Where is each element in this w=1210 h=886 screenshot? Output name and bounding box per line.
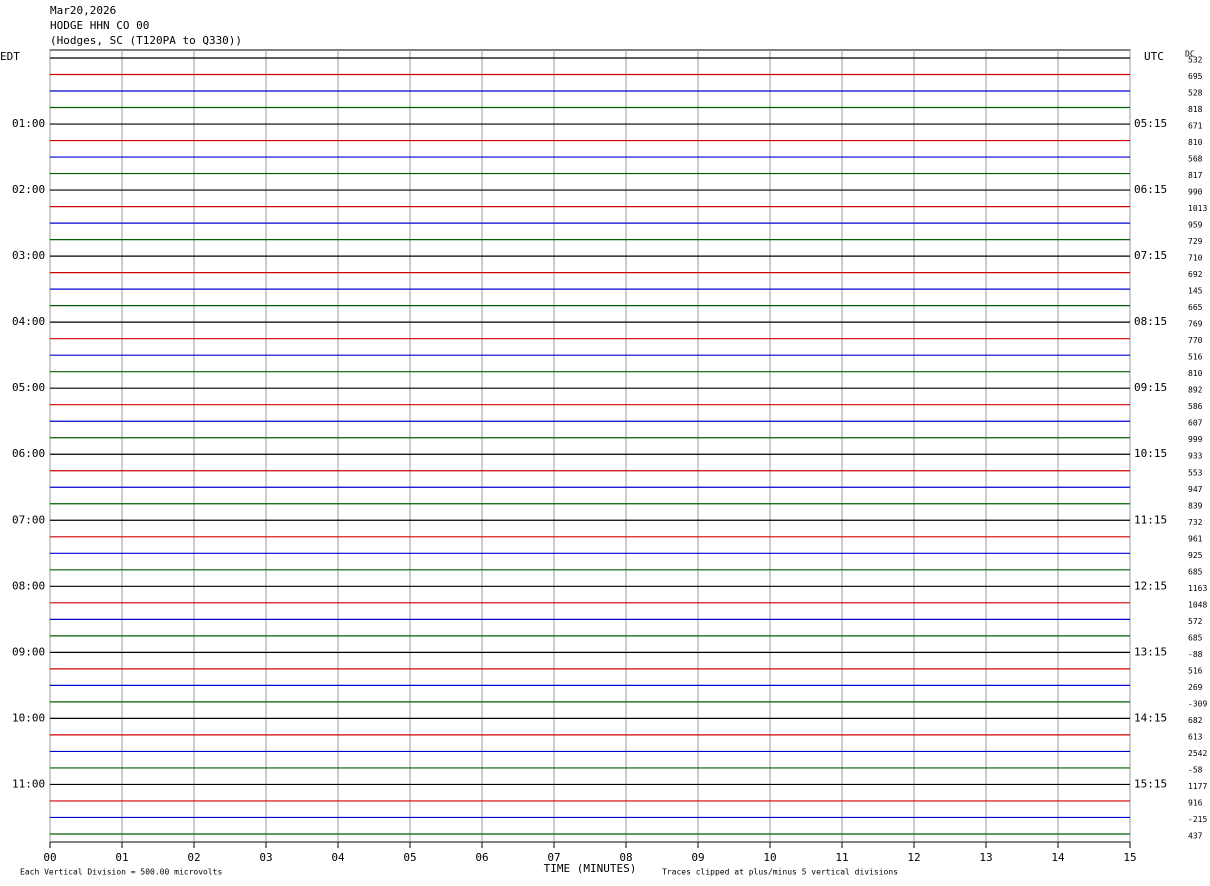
dc-offset: 1163 [1188,584,1207,593]
dc-offset: 695 [1188,72,1203,81]
x-tick-label: 05 [403,851,416,864]
x-tick-label: 14 [1051,851,1065,864]
edt-label: 10:00 [12,711,45,724]
dc-offset: 1013 [1188,204,1207,213]
edt-label: 02:00 [12,183,45,196]
dc-offset: 990 [1188,188,1203,197]
dc-offset: 1048 [1188,600,1207,609]
dc-offset: 685 [1188,633,1203,642]
edt-label: 09:00 [12,645,45,658]
x-tick-label: 08 [619,851,632,864]
x-tick-label: 04 [331,851,345,864]
dc-offset: -309 [1188,699,1207,708]
dc-offset: 961 [1188,534,1203,543]
right-zone: UTC [1144,50,1164,63]
utc-label: 08:15 [1134,315,1167,328]
edt-label: 06:00 [12,447,45,460]
edt-label: 04:00 [12,315,45,328]
x-tick-label: 13 [979,851,992,864]
dc-offset: 692 [1188,270,1203,279]
dc-offset: 710 [1188,254,1203,263]
dc-offset: 586 [1188,402,1203,411]
dc-offset: 769 [1188,320,1203,329]
left-zone: EDT [0,50,20,63]
dc-offset: 269 [1188,683,1203,692]
edt-label: 11:00 [12,777,45,790]
utc-label: 13:15 [1134,645,1167,658]
dc-offset: 732 [1188,518,1203,527]
dc-offset: 1177 [1188,782,1207,791]
edt-label: 05:00 [12,381,45,394]
x-tick-label: 12 [907,851,920,864]
utc-label: 09:15 [1134,381,1167,394]
dc-offset: 999 [1188,435,1203,444]
x-tick-label: 03 [259,851,272,864]
dc-offset: 437 [1188,831,1203,840]
footer-right: Traces clipped at plus/minus 5 vertical … [662,868,898,877]
x-tick-label: 11 [835,851,848,864]
x-tick-label: 01 [115,851,128,864]
dc-offset: 770 [1188,336,1203,345]
x-tick-label: 00 [43,851,56,864]
dc-offset: 607 [1188,419,1203,428]
dc-offset: 665 [1188,303,1203,312]
header-location: (Hodges, SC (T120PA to Q330)) [50,34,242,47]
footer-left: Each Vertical Division = 500.00 microvol… [20,868,222,877]
dc-offset: 892 [1188,386,1203,395]
dc-offset: -58 [1188,765,1203,774]
utc-label: 14:15 [1134,711,1167,724]
dc-offset: 682 [1188,716,1203,725]
dc-offset: 916 [1188,798,1203,807]
dc-label: DC [1185,50,1195,59]
dc-offset: 553 [1188,468,1203,477]
dc-offset: 933 [1188,452,1203,461]
x-tick-label: 02 [187,851,200,864]
dc-offset: 2542 [1188,749,1207,758]
dc-offset: 568 [1188,155,1203,164]
x-tick-label: 07 [547,851,560,864]
dc-offset: 572 [1188,617,1203,626]
dc-offset: 671 [1188,122,1203,131]
header-date: Mar20,2026 [50,4,116,17]
dc-offset: 947 [1188,485,1203,494]
dc-offset: 818 [1188,105,1203,114]
x-tick-label: 10 [763,851,776,864]
edt-label: 08:00 [12,579,45,592]
dc-offset: 145 [1188,287,1203,296]
dc-offset: 810 [1188,138,1203,147]
dc-offset: 532 [1188,56,1203,65]
utc-label: 05:15 [1134,117,1167,130]
x-axis-title: TIME (MINUTES) [544,862,637,875]
dc-offset: 685 [1188,567,1203,576]
dc-offset: 959 [1188,221,1203,230]
edt-label: 03:00 [12,249,45,262]
dc-offset: -215 [1188,815,1207,824]
dc-offset: 817 [1188,171,1203,180]
x-tick-label: 15 [1123,851,1136,864]
dc-offset: -88 [1188,650,1203,659]
dc-offset: 925 [1188,551,1203,560]
dc-offset: 516 [1188,353,1203,362]
dc-offset: 528 [1188,89,1203,98]
utc-label: 10:15 [1134,447,1167,460]
x-tick-label: 09 [691,851,704,864]
utc-label: 06:15 [1134,183,1167,196]
dc-offset: 516 [1188,666,1203,675]
utc-label: 15:15 [1134,777,1167,790]
dc-offset: 729 [1188,237,1203,246]
utc-label: 07:15 [1134,249,1167,262]
x-tick-label: 06 [475,851,488,864]
edt-label: 01:00 [12,117,45,130]
dc-offset: 613 [1188,732,1203,741]
header-station: HODGE HHN CO 00 [50,19,149,32]
dc-offset: 810 [1188,369,1203,378]
plot-frame [49,49,1131,843]
edt-label: 07:00 [12,513,45,526]
utc-label: 11:15 [1134,513,1167,526]
dc-offset: 839 [1188,501,1203,510]
utc-label: 12:15 [1134,579,1167,592]
